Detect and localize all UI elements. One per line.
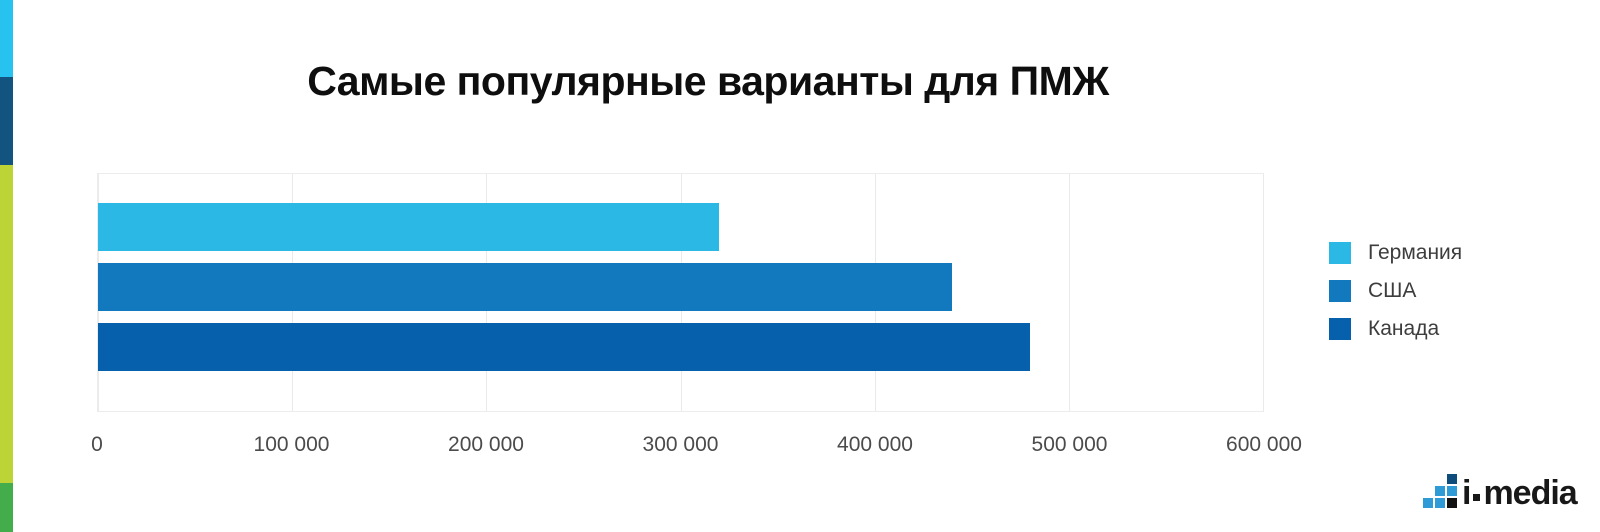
gridline-500000 [1068,174,1070,411]
x-tick-label: 600 000 [1226,433,1302,456]
strip-segment-navy [0,77,13,165]
x-tick-label: 400 000 [837,433,913,456]
gridline-600000 [1263,174,1264,411]
legend-swatch-germany [1329,242,1351,264]
i-media-logo: i media [1423,474,1578,512]
logo-icon-square [1423,498,1433,508]
bar-canada [98,323,1030,371]
legend-swatch-usa [1329,280,1351,302]
logo-icon-square [1447,486,1457,496]
logo-text: i media [1462,474,1578,512]
logo-dot [1473,494,1481,501]
logo-icon-square [1447,474,1457,484]
x-tick-label: 500 000 [1031,433,1108,456]
i-media-logo-icon [1423,474,1457,508]
x-tick-label: 0 [91,433,103,456]
legend-swatch-canada [1329,318,1351,340]
legend: Германия США Канада [1329,241,1462,355]
x-tick-label: 100 000 [253,433,330,456]
legend-label: США [1368,279,1417,302]
x-tick-label: 300 000 [642,433,719,456]
plot-area [97,173,1264,412]
legend-item-germany: Германия [1329,241,1462,265]
legend-item-usa: США [1329,279,1462,303]
legend-label: Канада [1368,317,1440,340]
logo-icon-square [1435,486,1445,496]
strip-segment-cyan [0,0,13,77]
strip-segment-green [0,483,13,532]
legend-item-canada: Канада [1329,317,1462,341]
left-accent-strip [0,0,13,532]
chart-title: Самые популярные варианты для ПМЖ [307,58,1109,104]
x-axis: 0 100 000 200 000 300 000 400 000 500 00… [91,433,1302,461]
logo-icon-square [1435,498,1445,508]
logo-icon-square [1447,498,1457,508]
logo-text-media: media [1483,474,1577,512]
logo-text-i: i [1462,474,1472,512]
legend-label: Германия [1368,241,1463,264]
x-tick-label: 200 000 [448,433,524,456]
strip-segment-lime [0,165,13,483]
bar-germany [98,203,720,251]
bar-usa [98,263,953,311]
